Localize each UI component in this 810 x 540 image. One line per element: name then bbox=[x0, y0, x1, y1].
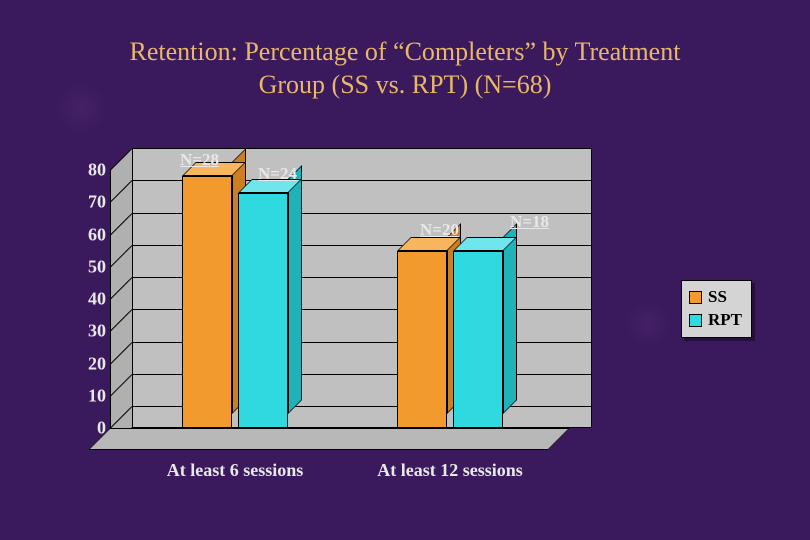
bar-annotation: N=18 bbox=[510, 212, 549, 232]
y-axis-tick-label: 30 bbox=[78, 321, 106, 342]
chart-container: N=28N=24N=20N=18 01020304050607080 At le… bbox=[72, 170, 752, 510]
bar-front bbox=[182, 176, 232, 428]
y-axis-tick-label: 40 bbox=[78, 289, 106, 310]
chart-sidewall bbox=[110, 148, 132, 450]
legend-label: RPT bbox=[708, 309, 742, 332]
legend-item-ss: SS bbox=[689, 286, 742, 309]
bar-front bbox=[397, 251, 447, 428]
bar-side bbox=[503, 223, 517, 414]
chart-title: Retention: Percentage of “Completers” by… bbox=[0, 0, 810, 101]
legend: SSRPT bbox=[681, 280, 752, 338]
y-axis-tick-label: 20 bbox=[78, 353, 106, 374]
plot-area: N=28N=24N=20N=18 01020304050607080 At le… bbox=[110, 170, 570, 450]
y-axis-tick-label: 60 bbox=[78, 224, 106, 245]
chart-floor bbox=[88, 428, 570, 450]
y-axis-tick-label: 50 bbox=[78, 256, 106, 277]
title-line-2: Group (SS vs. RPT) (N=68) bbox=[259, 70, 552, 99]
bar-annotation: N=20 bbox=[420, 220, 459, 240]
x-axis-category-label: At least 6 sessions bbox=[135, 460, 335, 481]
legend-swatch bbox=[689, 314, 702, 327]
y-axis-tick-label: 10 bbox=[78, 385, 106, 406]
bar-annotation: N=28 bbox=[180, 150, 219, 170]
bar-annotation: N=24 bbox=[258, 164, 297, 184]
bar-side bbox=[288, 165, 302, 414]
y-axis-tick-label: 70 bbox=[78, 192, 106, 213]
y-axis-tick-label: 0 bbox=[78, 418, 106, 439]
gridline bbox=[132, 148, 592, 149]
bar-front bbox=[238, 193, 288, 428]
x-axis-category-label: At least 12 sessions bbox=[350, 460, 550, 481]
bar-front bbox=[453, 251, 503, 428]
title-line-1: Retention: Percentage of “Completers” by… bbox=[130, 37, 681, 66]
legend-swatch bbox=[689, 291, 702, 304]
legend-item-rpt: RPT bbox=[689, 309, 742, 332]
y-axis-tick-label: 80 bbox=[78, 160, 106, 181]
legend-label: SS bbox=[708, 286, 727, 309]
